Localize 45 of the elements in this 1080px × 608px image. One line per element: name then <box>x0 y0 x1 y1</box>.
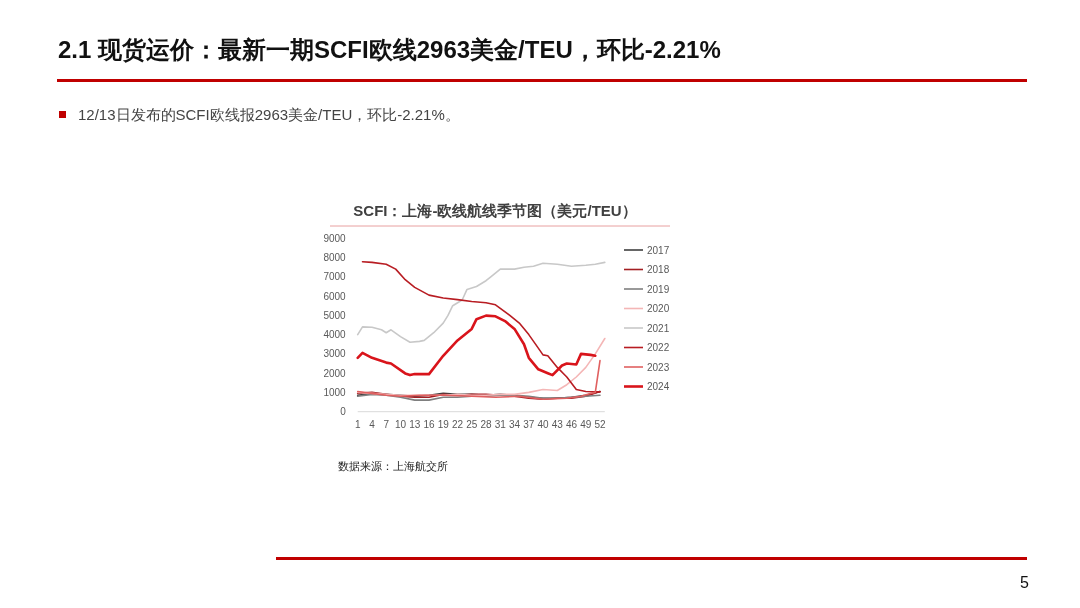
legend-label: 2018 <box>647 264 670 275</box>
x-tick-label: 34 <box>508 418 521 430</box>
y-tick-label: 7000 <box>323 271 347 283</box>
text: 5 <box>1020 574 1029 591</box>
legend-label: 2019 <box>647 283 670 295</box>
line-series <box>356 261 606 344</box>
x-tick-label: 40 <box>537 418 550 430</box>
x-tick-label: 37 <box>523 418 535 430</box>
legend-label: 2020 <box>647 303 670 314</box>
x-tick-label: 4 <box>369 418 376 430</box>
chart-title: SCFI：上海-欧线航线季节图（美元/TEU） <box>353 202 637 219</box>
x-tick-label: 10 <box>394 418 407 430</box>
y-tick-label: 6000 <box>323 290 347 302</box>
text: 2.1 现货运价：最新一期SCFI欧线2963美金/TEU，环比-2.21% <box>58 36 721 63</box>
y-tick-label: 4000 <box>323 329 347 341</box>
x-tick-label: 1 <box>354 418 361 430</box>
x-tick-label: 13 <box>409 418 421 430</box>
line-series <box>361 261 601 393</box>
legend-label: 2022 <box>647 342 670 353</box>
x-tick-label: 43 <box>551 418 564 430</box>
text: 12/13日发布的SCFI欧线报2963美金/TEU，环比-2.21%。 <box>78 106 460 123</box>
legend-label: 2021 <box>647 322 670 334</box>
x-tick-label: 46 <box>565 418 578 430</box>
y-tick-label: 2000 <box>323 367 347 379</box>
legend-label: 2023 <box>647 361 670 373</box>
x-tick-label: 52 <box>594 418 607 430</box>
x-tick-label: 16 <box>423 418 435 430</box>
x-tick-label: 49 <box>580 418 592 430</box>
x-tick-label: 31 <box>494 418 507 430</box>
y-tick-label: 1000 <box>323 386 347 398</box>
line-series <box>356 314 597 377</box>
y-tick-label: 9000 <box>323 232 347 244</box>
x-tick-label: 28 <box>480 418 492 430</box>
y-tick-label: 3000 <box>323 348 347 360</box>
x-tick-label: 7 <box>383 418 390 430</box>
y-tick-label: 8000 <box>323 252 347 264</box>
x-tick-label: 25 <box>466 418 478 430</box>
source-note: 数据来源：上海航交所 <box>338 460 448 472</box>
y-tick-label: 0 <box>340 406 347 418</box>
line-series <box>356 359 601 400</box>
legend-label: 2017 <box>647 244 670 256</box>
legend-label: 2024 <box>647 381 670 392</box>
x-tick-label: 19 <box>437 418 450 430</box>
y-tick-label: 5000 <box>323 309 347 321</box>
x-tick-label: 22 <box>451 418 464 430</box>
